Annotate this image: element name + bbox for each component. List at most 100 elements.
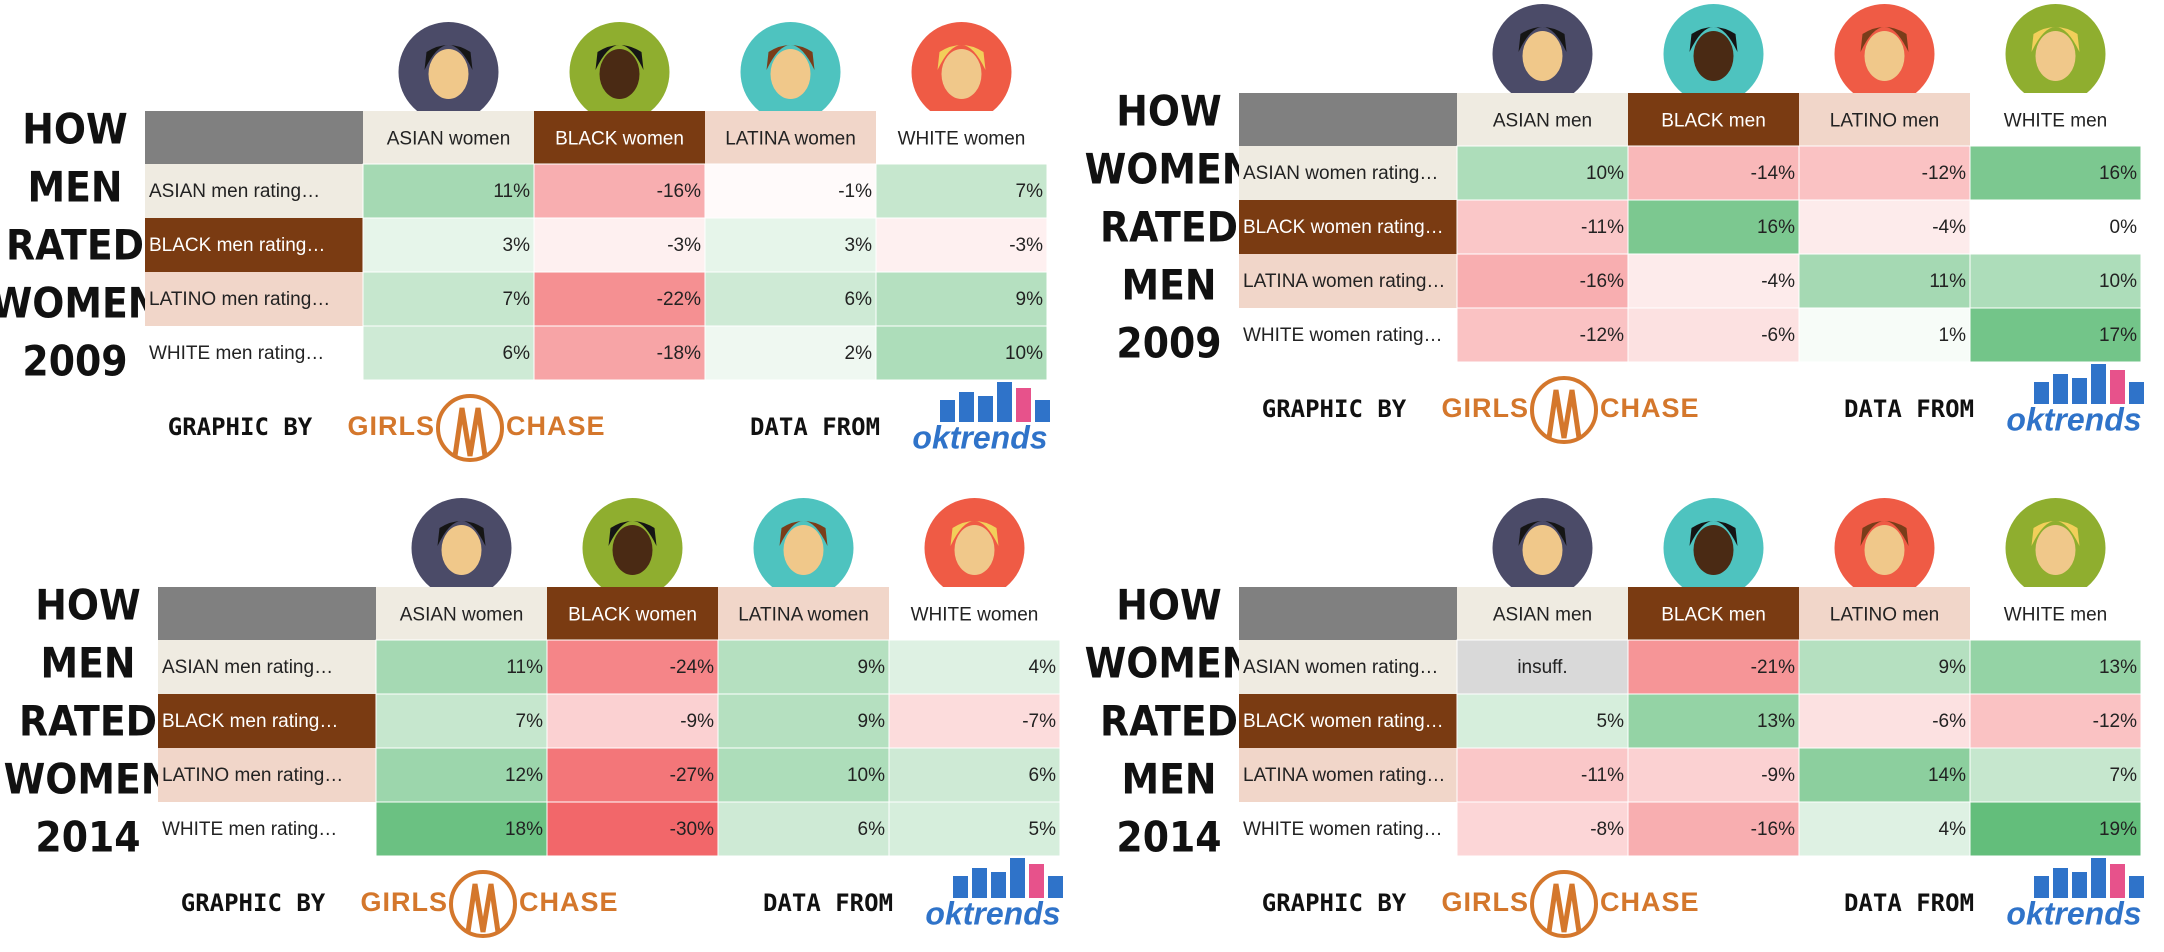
row-header: BLACK women rating… [1243, 217, 1444, 238]
panel-title-line: HOW [22, 105, 127, 154]
cell-value: 0% [2110, 217, 2138, 238]
cell-value: 7% [516, 711, 544, 732]
cell-value: 17% [2099, 325, 2137, 346]
cell-bg [1798, 199, 1971, 255]
data-from: DATA FROM [750, 413, 880, 441]
source-logo-bar [940, 400, 955, 422]
avatar-hair [1518, 521, 1567, 546]
logo-left: GIRLS [347, 411, 435, 441]
row-header: LATINA women rating… [1243, 765, 1445, 786]
logo-emblem [1530, 870, 1598, 938]
avatar-hair [1689, 27, 1738, 52]
row-header-bg [145, 218, 363, 272]
row-header: LATINA women rating… [1243, 271, 1445, 292]
column-header-bg [376, 587, 547, 640]
source-logo-bar [2034, 382, 2049, 404]
column-header-bg [1799, 587, 1970, 640]
graphic-by: GRAPHIC BY [168, 413, 313, 441]
row-header: WHITE women rating… [1243, 819, 1443, 840]
avatar-face [599, 49, 640, 99]
cell-bg [875, 325, 1048, 381]
source-logo-bar [1010, 858, 1025, 898]
cell-bg [875, 217, 1048, 273]
cell-value: 1% [1939, 325, 1967, 346]
cell-bg [1627, 693, 1800, 749]
logo-right: CHASE [506, 411, 606, 441]
column-header: WHITE women [898, 129, 1026, 150]
source-logo-bar [997, 382, 1012, 422]
cell-value: -30% [670, 819, 714, 840]
column-header: ASIAN women [400, 605, 524, 626]
panel-title-line: HOW [35, 581, 140, 630]
logo-figures [1546, 389, 1582, 439]
column-header: WHITE men [2004, 111, 2107, 132]
source-logo-bar [1016, 388, 1031, 422]
logo-right: CHASE [1600, 887, 1700, 917]
cell-value: -24% [670, 657, 714, 678]
panel-title-line: MEN [1121, 755, 1216, 804]
panel: HOW WOMEN RATED MEN 2009 ASIAN men BLACK men LA… [1085, 4, 2144, 444]
cell-value: 11% [506, 657, 543, 678]
row-header: BLACK men rating… [149, 235, 325, 256]
corner-cell [158, 587, 376, 640]
cell-value: -27% [670, 765, 714, 786]
panel-title-line: RATED [1100, 697, 1238, 746]
avatar-face [1693, 525, 1734, 575]
cell-bg [533, 325, 706, 381]
cell-value: 4% [1939, 819, 1967, 840]
avatar-face [428, 49, 469, 99]
column-header-bg [1457, 587, 1628, 640]
logo-figures [1546, 883, 1582, 933]
graphic-by: GRAPHIC BY [1262, 889, 1407, 917]
avatar-hair [2031, 521, 2080, 546]
cell-value: 2% [845, 343, 873, 364]
row-header-bg [1239, 200, 1457, 254]
row-header-bg [1239, 748, 1457, 802]
cell-bg [1969, 639, 2142, 695]
cell-value: 6% [858, 819, 886, 840]
cell-value: -16% [657, 181, 701, 202]
cell-bg [1798, 801, 1971, 857]
cell-value: -11% [1581, 217, 1624, 238]
cell-bg [1798, 145, 1971, 201]
cell-bg [1456, 307, 1629, 363]
cell-bg [1456, 747, 1629, 803]
source-logo-bar [2072, 872, 2087, 898]
cell-value: 16% [2099, 163, 2137, 184]
cell-value: -7% [1022, 711, 1056, 732]
source-logo-bar [2129, 876, 2144, 898]
panel-title-line: 2009 [1116, 319, 1221, 368]
column-header-bg [718, 587, 889, 640]
cell-value: -16% [1751, 819, 1795, 840]
column-header-bg [547, 587, 718, 640]
cell-bg [1969, 801, 2142, 857]
source-logo-bar [991, 872, 1006, 898]
row-header-bg [1239, 694, 1457, 748]
panel: HOW MEN RATED WOMEN 2009 ASIAN women BLACK wom… [0, 22, 1050, 462]
row-header-bg [145, 272, 363, 326]
panel-title-line: HOW [1116, 581, 1221, 630]
cell-bg [362, 163, 535, 219]
panel: HOW WOMEN RATED MEN 2014 ASIAN men BLACK men LA… [1085, 498, 2144, 938]
avatar-face [441, 525, 482, 575]
avatar-face [941, 49, 982, 99]
cell-value: 6% [1029, 765, 1057, 786]
cell-value: 5% [1597, 711, 1625, 732]
column-header-bg [1970, 587, 2141, 640]
cell-value: 6% [503, 343, 531, 364]
avatar-hair [595, 45, 644, 70]
cell-value: -12% [1580, 325, 1624, 346]
source-logo-bar [2091, 364, 2106, 404]
column-header-bg [363, 111, 534, 164]
cell-bg [1969, 253, 2142, 309]
cell-value: 9% [1016, 289, 1044, 310]
panel-title-line: WOMEN [1085, 145, 1254, 194]
source-logo-bar [2091, 858, 2106, 898]
cell-value: 7% [1016, 181, 1044, 202]
cell-bg [888, 801, 1061, 857]
cell-bg [533, 217, 706, 273]
panel-title-line: WOMEN [4, 755, 173, 804]
source-logo-bar [2034, 876, 2049, 898]
cell-bg [362, 271, 535, 327]
